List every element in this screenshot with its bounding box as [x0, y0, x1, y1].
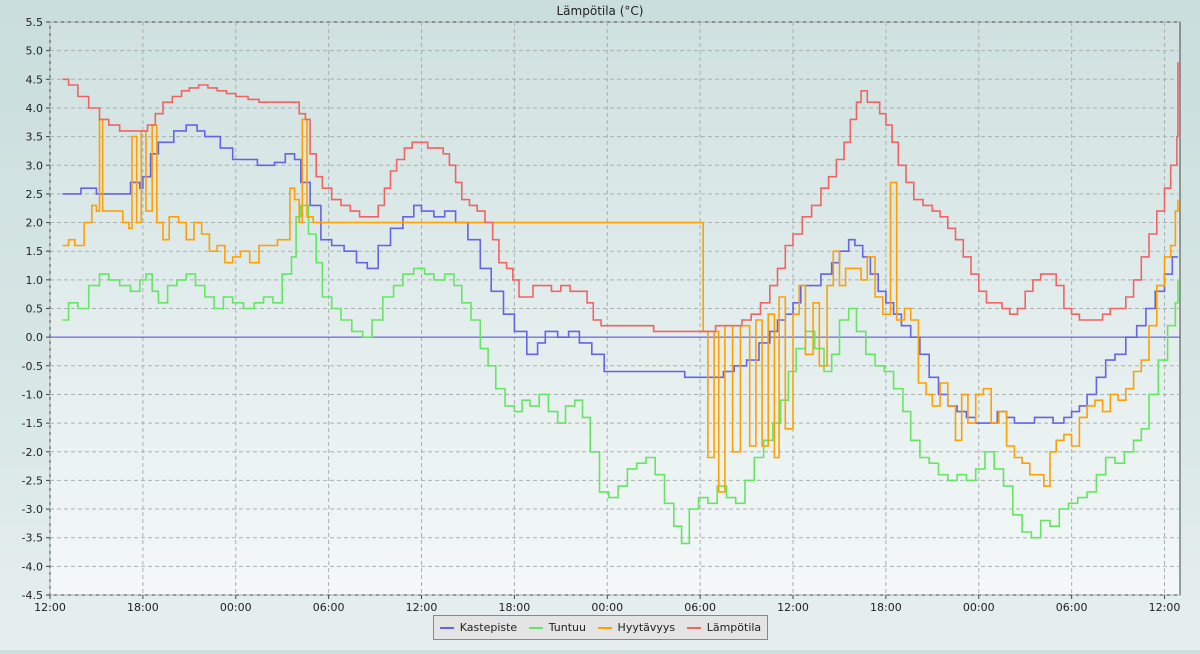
y-tick-label: -1.5: [22, 417, 43, 430]
x-tick-label: 18:00: [870, 601, 902, 614]
y-tick-label: 4.5: [26, 73, 44, 86]
legend-swatch: [686, 626, 701, 629]
x-tick-label: 06:00: [1056, 601, 1088, 614]
legend-swatch: [597, 626, 612, 629]
legend-swatch: [528, 626, 543, 629]
legend-item: Hyytävyys: [597, 621, 676, 634]
x-tick-label: 12:00: [406, 601, 438, 614]
y-tick-label: 2.0: [26, 217, 44, 230]
x-tick-label: 12:00: [34, 601, 66, 614]
x-tick-label: 00:00: [220, 601, 252, 614]
axes: 5.5 5.0 4.5 4.0 3.5 3.0 2.5 2.0 1.5 1.0 0.5 0.0 -0.5…: [22, 16, 1181, 614]
y-tick-label: -3.5: [22, 532, 43, 545]
series-lines: [62, 62, 1179, 545]
x-tick-label: 18:00: [499, 601, 531, 614]
x-tick-label: 00:00: [591, 601, 623, 614]
y-tick-label: 5.0: [26, 45, 44, 58]
y-tick-label: 3.5: [26, 131, 44, 144]
y-tick-label: 5.5: [26, 16, 44, 29]
legend-item: Tuntuu: [528, 621, 586, 634]
y-tick-label: 4.0: [26, 102, 44, 115]
legend-label: Hyytävyys: [617, 621, 676, 634]
series-line-hyyt-vyys: [62, 118, 1179, 493]
legend-label: Kastepiste: [459, 621, 518, 634]
series-line-l-mp-tila: [62, 62, 1179, 333]
y-tick-label: 0.0: [26, 331, 44, 344]
y-tick-label: 1.0: [26, 274, 44, 287]
legend-label: Lämpötila: [706, 621, 762, 634]
y-tick-label: 2.5: [26, 188, 44, 201]
x-tick-label: 00:00: [963, 601, 995, 614]
legend: Kastepiste Tuntuu Hyytävyys Lämpötila: [433, 615, 768, 640]
x-tick-label: 06:00: [313, 601, 345, 614]
x-tick-label: 06:00: [684, 601, 716, 614]
x-tick-label: 18:00: [127, 601, 159, 614]
series-line-kastepiste: [62, 124, 1178, 424]
y-tick-label: -1.0: [22, 388, 43, 401]
y-tick-label: -3.0: [22, 503, 43, 516]
y-tick-label: 1.5: [26, 245, 44, 258]
legend-label: Tuntuu: [548, 621, 586, 634]
y-tick-label: 3.0: [26, 159, 44, 172]
chart-title: Lämpötila (°C): [557, 4, 644, 18]
series-line-tuntuu: [62, 204, 1179, 545]
y-tick-label: -0.5: [22, 360, 43, 373]
legend-swatch: [439, 626, 454, 629]
legend-item: Lämpötila: [686, 621, 762, 634]
y-tick-label: 0.5: [26, 303, 44, 316]
grid: [49, 21, 1180, 596]
legend-item: Kastepiste: [439, 621, 518, 634]
y-tick-label: -4.0: [22, 560, 43, 573]
x-tick-label: 12:00: [1149, 601, 1181, 614]
y-tick-label: -2.0: [22, 446, 43, 459]
y-tick-label: -2.5: [22, 474, 43, 487]
y-tick-label: -4.5: [22, 589, 43, 602]
x-tick-label: 12:00: [777, 601, 809, 614]
